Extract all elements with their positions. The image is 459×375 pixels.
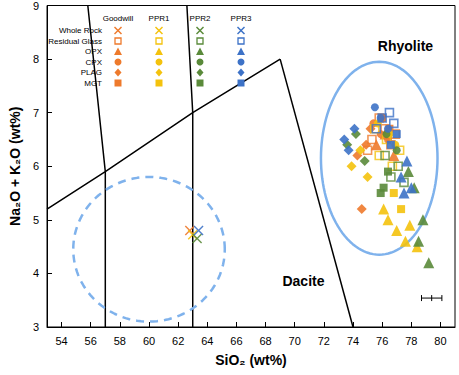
svg-text:62: 62 [172,335,184,347]
svg-text:OPX: OPX [85,47,103,56]
svg-text:74: 74 [347,335,359,347]
svg-text:Residual Glass: Residual Glass [48,37,102,46]
svg-text:78: 78 [405,335,417,347]
svg-text:72: 72 [318,335,330,347]
svg-text:66: 66 [230,335,242,347]
svg-text:PLAG: PLAG [81,68,102,77]
svg-text:54: 54 [55,335,67,347]
svg-text:5: 5 [33,214,39,226]
svg-text:76: 76 [376,335,388,347]
svg-text:MGT: MGT [84,79,102,88]
svg-text:3: 3 [33,321,39,333]
svg-text:Rhyolite: Rhyolite [378,38,433,54]
svg-text:Dacite: Dacite [282,273,324,289]
svg-text:80: 80 [434,335,446,347]
svg-text:68: 68 [259,335,271,347]
svg-text:9: 9 [33,0,39,12]
svg-text:PPR2: PPR2 [190,14,211,23]
svg-text:4: 4 [33,267,39,279]
svg-text:56: 56 [85,335,97,347]
svg-text:CPX: CPX [86,58,103,67]
svg-text:60: 60 [143,335,155,347]
svg-text:70: 70 [289,335,301,347]
svg-text:PPR3: PPR3 [231,14,252,23]
svg-text:64: 64 [201,335,213,347]
svg-text:Whole Rock: Whole Rock [59,26,103,35]
svg-text:SiO₂ (wt%): SiO₂ (wt%) [215,352,287,368]
svg-text:Na₂O + K₂O (wt%): Na₂O + K₂O (wt%) [7,107,23,226]
svg-text:58: 58 [114,335,126,347]
svg-text:8: 8 [33,53,39,65]
svg-text:7: 7 [33,107,39,119]
svg-text:Goodwill: Goodwill [103,14,134,23]
svg-text:6: 6 [33,160,39,172]
svg-text:PPR1: PPR1 [149,14,170,23]
